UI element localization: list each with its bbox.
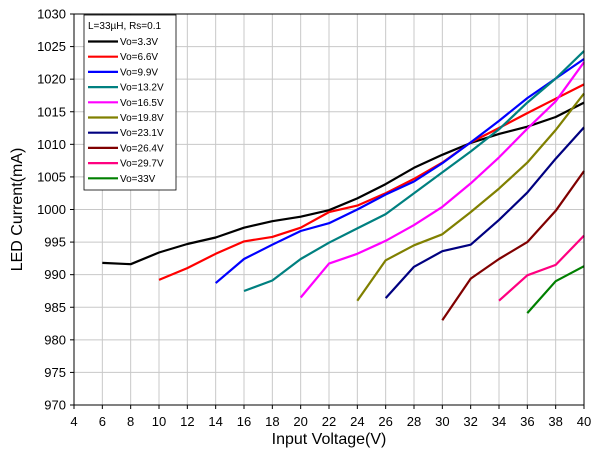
legend-label: Vo=26.4V: [120, 143, 164, 154]
legend: L=33µH, Rs=0.1 Vo=3.3V Vo=6.6V Vo=9.9V Vo=1…: [83, 14, 177, 191]
y-tick-label: 985: [44, 300, 66, 315]
legend-label: Vo=16.5V: [120, 98, 164, 109]
y-tick-label: 995: [44, 235, 66, 250]
x-tick-label: 32: [463, 414, 477, 429]
series-line-vo-26-4v: [441, 170, 585, 321]
legend-label: Vo=19.8V: [120, 113, 164, 124]
series-line-vo-13-2v: [243, 50, 585, 293]
x-tick-label: 34: [492, 414, 506, 429]
x-tick-label: 14: [208, 414, 222, 429]
series-line-vo-9-9v: [214, 58, 585, 284]
series-line-vo-23-1v: [384, 126, 585, 299]
series-line-vo-3-3v: [102, 101, 585, 266]
x-tick-label: 16: [237, 414, 251, 429]
legend-label: Vo=6.6V: [120, 52, 158, 63]
y-tick-label: 1000: [37, 202, 66, 217]
y-tick-label: 990: [44, 267, 66, 282]
x-tick-label: 8: [127, 414, 134, 429]
y-tick-label: 1030: [37, 7, 66, 22]
y-tick-label: 1010: [37, 137, 66, 152]
plot-frame: [73, 13, 585, 406]
y-tick-label: 970: [44, 398, 66, 413]
x-tick-label: 18: [265, 414, 279, 429]
legend-title: L=33µH, Rs=0.1: [88, 21, 161, 32]
axes: 4 6 8 10 12 14 16 18 20 22 24 26 28 30 32 34 36 38 40 970 97…: [37, 7, 591, 430]
x-tick-label: 36: [520, 414, 534, 429]
x-tick-label: 20: [293, 414, 307, 429]
y-tick-label: 980: [44, 332, 66, 347]
x-tick-label: 40: [577, 414, 591, 429]
x-tick-label: 26: [378, 414, 392, 429]
x-tick-label: 10: [152, 414, 166, 429]
legend-label: Vo=33V: [120, 174, 156, 185]
y-tick-label: 975: [44, 365, 66, 380]
y-tick-label: 1020: [37, 72, 66, 87]
legend-label: Vo=9.9V: [120, 67, 158, 78]
series-line-vo-19-8v: [356, 92, 585, 302]
y-tick-label: 1015: [37, 104, 66, 119]
y-axis-title: LED Current(mA): [9, 148, 26, 272]
legend-label: Vo=23.1V: [120, 128, 164, 139]
series-line-vo-6-6v: [158, 83, 585, 281]
y-tick-label: 1025: [37, 39, 66, 54]
x-tick-label: 38: [548, 414, 562, 429]
series-line-vo-33v: [526, 265, 585, 314]
y-tick-label: 1005: [37, 169, 66, 184]
x-tick-label: 28: [407, 414, 421, 429]
legend-label: Vo=29.7V: [120, 159, 164, 170]
x-tick-label: 30: [435, 414, 449, 429]
x-axis-title: Input Voltage(V): [272, 431, 387, 448]
x-tick-label: 12: [180, 414, 194, 429]
series-line-vo-16-5v: [299, 61, 585, 299]
x-tick-label: 6: [99, 414, 106, 429]
x-tick-label: 4: [70, 414, 77, 429]
series-line-vo-29-7v: [498, 234, 585, 302]
x-tick-label: 24: [350, 414, 364, 429]
legend-label: Vo=3.3V: [120, 37, 158, 48]
x-tick-label: 22: [322, 414, 336, 429]
series-lines: [102, 50, 585, 321]
legend-label: Vo=13.2V: [120, 83, 164, 94]
